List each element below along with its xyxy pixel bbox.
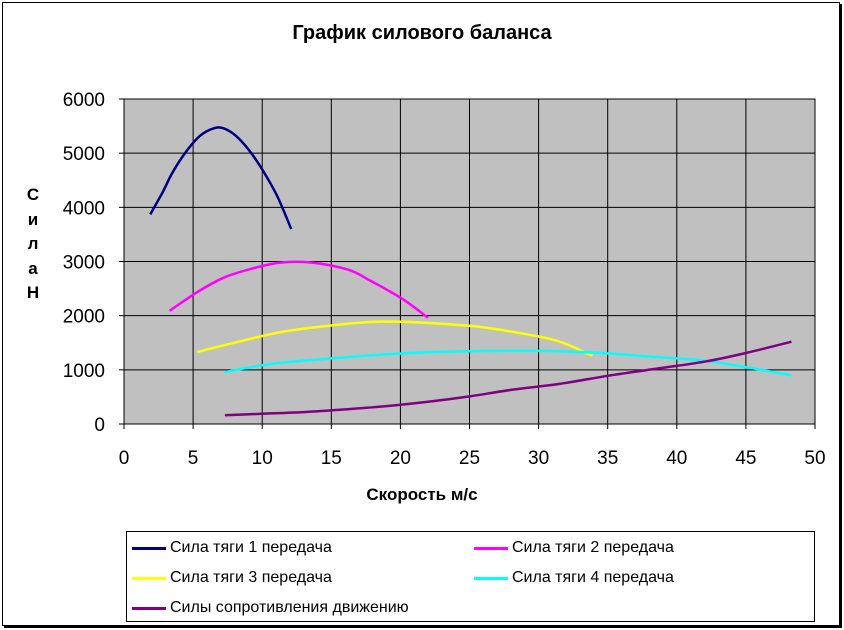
plot-area: 0 1000 2000 3000 4000 5000 6000 0 5 10 15 20 25 30 35 4… bbox=[63, 90, 826, 469]
y-tick-label: 4000 bbox=[63, 198, 105, 219]
x-tick-label: 45 bbox=[735, 448, 756, 469]
legend-swatch bbox=[474, 546, 508, 550]
x-tick-label: 30 bbox=[528, 448, 549, 469]
y-axis-label: С и л а Н bbox=[26, 185, 40, 302]
x-tick-label: 50 bbox=[804, 448, 825, 469]
legend-item-3: Сила тяги 3 передача bbox=[132, 568, 332, 588]
legend-label: Сила тяги 4 передача bbox=[512, 569, 674, 586]
legend-swatch bbox=[474, 576, 508, 580]
legend-label: Сила тяги 2 передача bbox=[512, 539, 674, 556]
x-tick-label: 5 bbox=[188, 448, 199, 469]
series-line-5 bbox=[224, 340, 792, 417]
legend-label: Сила тяги 3 передача bbox=[170, 569, 332, 586]
legend-swatch bbox=[132, 576, 166, 580]
legend-item-5: Силы сопротивления движению bbox=[132, 598, 409, 618]
legend-swatch bbox=[132, 606, 166, 610]
series-line-3 bbox=[196, 320, 593, 357]
x-tick-label: 20 bbox=[390, 448, 411, 469]
legend: Сила тяги 1 передача Сила тяги 2 передача… bbox=[126, 531, 815, 622]
series-line-2 bbox=[168, 260, 429, 319]
legend-label: Сила тяги 1 передача bbox=[170, 539, 332, 556]
y-tick-label: 5000 bbox=[63, 144, 105, 165]
legend-item-1: Сила тяги 1 передача bbox=[132, 538, 332, 558]
y-tick-label: 3000 bbox=[63, 253, 105, 274]
series-line-1 bbox=[149, 126, 293, 230]
y-tick-label: 0 bbox=[94, 415, 105, 436]
y-tick-label: 2000 bbox=[63, 307, 105, 328]
y-tick-label: 6000 bbox=[63, 90, 105, 111]
legend-swatch bbox=[132, 546, 166, 550]
x-tick-label: 35 bbox=[597, 448, 618, 469]
legend-label: Силы сопротивления движению bbox=[170, 599, 409, 616]
x-tick-label: 40 bbox=[666, 448, 687, 469]
y-tick-label: 1000 bbox=[63, 361, 105, 382]
x-tick-label: 10 bbox=[252, 448, 273, 469]
legend-item-2: Сила тяги 2 передача bbox=[474, 538, 674, 558]
x-tick-label: 15 bbox=[321, 448, 342, 469]
legend-item-4: Сила тяги 4 передача bbox=[474, 568, 674, 588]
x-axis-label: Скорость м/с bbox=[366, 485, 478, 504]
chart-title: График силового баланса bbox=[292, 22, 552, 44]
x-tick-label: 25 bbox=[459, 448, 480, 469]
x-tick-label: 0 bbox=[119, 448, 130, 469]
